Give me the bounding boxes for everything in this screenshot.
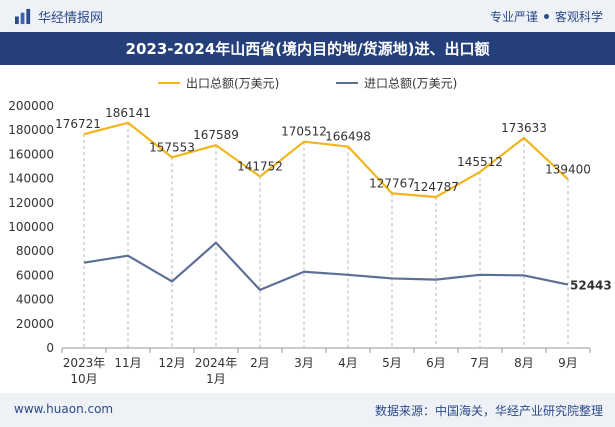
- brand[interactable]: 华经情报网: [14, 7, 103, 26]
- header-bar: 华经情报网 专业严谨 客观科学: [0, 0, 615, 32]
- y-tick-label-6: 120000: [8, 196, 54, 210]
- x-tick-label-7-0: 5月: [382, 356, 402, 370]
- export-data-label-2: 157553: [149, 140, 195, 154]
- chart-title: 2023-2024年山西省(境内目的地/货源地)进、出口额: [125, 40, 490, 58]
- export-data-label-3: 167589: [193, 128, 239, 142]
- x-tick-label-10-0: 8月: [514, 356, 534, 370]
- export-data-label-11: 139400: [545, 162, 591, 176]
- tagline: 专业严谨 客观科学: [490, 8, 603, 25]
- y-tick-label-1: 20000: [16, 317, 54, 331]
- export-data-label-9: 145512: [457, 155, 503, 169]
- x-tick-label-11-0: 9月: [558, 356, 578, 370]
- series-line-1: [83, 241, 569, 292]
- x-tick-label-5-0: 3月: [294, 356, 314, 370]
- x-tick-label-3-0: 2024年: [195, 356, 238, 370]
- legend-label-0: 出口总额(万美元): [186, 77, 279, 91]
- export-data-label-4: 141752: [237, 159, 283, 173]
- y-tick-label-3: 60000: [16, 268, 54, 282]
- x-tick-label-1-0: 11月: [114, 356, 141, 370]
- export-data-label-7: 127767: [369, 176, 415, 190]
- x-tick-label-6-0: 4月: [338, 356, 358, 370]
- x-tick-label-0-0: 2023年: [63, 356, 106, 370]
- x-tick-label-4-0: 2月: [250, 356, 270, 370]
- brand-logo-icon: [15, 8, 31, 25]
- footer-bar: www.huaon.com 数据来源：中国海关，华经产业研究院整理: [0, 393, 615, 427]
- export-data-label-10: 173633: [501, 121, 547, 135]
- title-bar: 2023-2024年山西省(境内目的地/货源地)进、出口额: [0, 32, 615, 65]
- legend-label-1: 进口总额(万美元): [364, 77, 457, 91]
- export-data-label-0: 176721: [55, 117, 101, 131]
- footer-url[interactable]: www.huaon.com: [14, 402, 114, 416]
- x-tick-label-9-0: 7月: [470, 356, 490, 370]
- export-data-label-5: 170512: [281, 125, 327, 139]
- tagline-right: 客观科学: [554, 10, 603, 24]
- import-data-label-last: 52443: [570, 279, 612, 293]
- y-tick-label-9: 180000: [8, 123, 54, 137]
- x-tick-label-8-0: 6月: [426, 356, 446, 370]
- x-tick-label-0-1: 10月: [70, 372, 97, 386]
- y-tick-label-10: 200000: [8, 99, 54, 113]
- tagline-left: 专业严谨: [489, 10, 538, 24]
- x-tick-label-3-1: 1月: [206, 372, 226, 386]
- y-tick-label-5: 100000: [8, 220, 54, 234]
- y-tick-label-7: 140000: [8, 172, 54, 186]
- export-data-label-8: 124787: [413, 180, 459, 194]
- line-chart: 出口总额(万美元) 进口总额(万美元) 0 20000 40000 60000 80000 1…: [8, 77, 612, 387]
- y-tick-label-0: 0: [46, 341, 54, 355]
- y-tick-label-2: 40000: [16, 293, 54, 307]
- tagline-dot-icon: [543, 14, 549, 19]
- y-tick-label-8: 160000: [8, 147, 54, 161]
- footer-source: 数据来源：中国海关，华经产业研究院整理: [374, 404, 603, 418]
- y-tick-label-4: 80000: [16, 244, 54, 258]
- export-data-label-6: 166498: [325, 130, 371, 144]
- export-data-label-1: 186141: [105, 106, 151, 120]
- series-line-0: [83, 121, 569, 199]
- brand-name: 华经情报网: [38, 11, 104, 26]
- x-tick-label-2-0: 12月: [158, 356, 185, 370]
